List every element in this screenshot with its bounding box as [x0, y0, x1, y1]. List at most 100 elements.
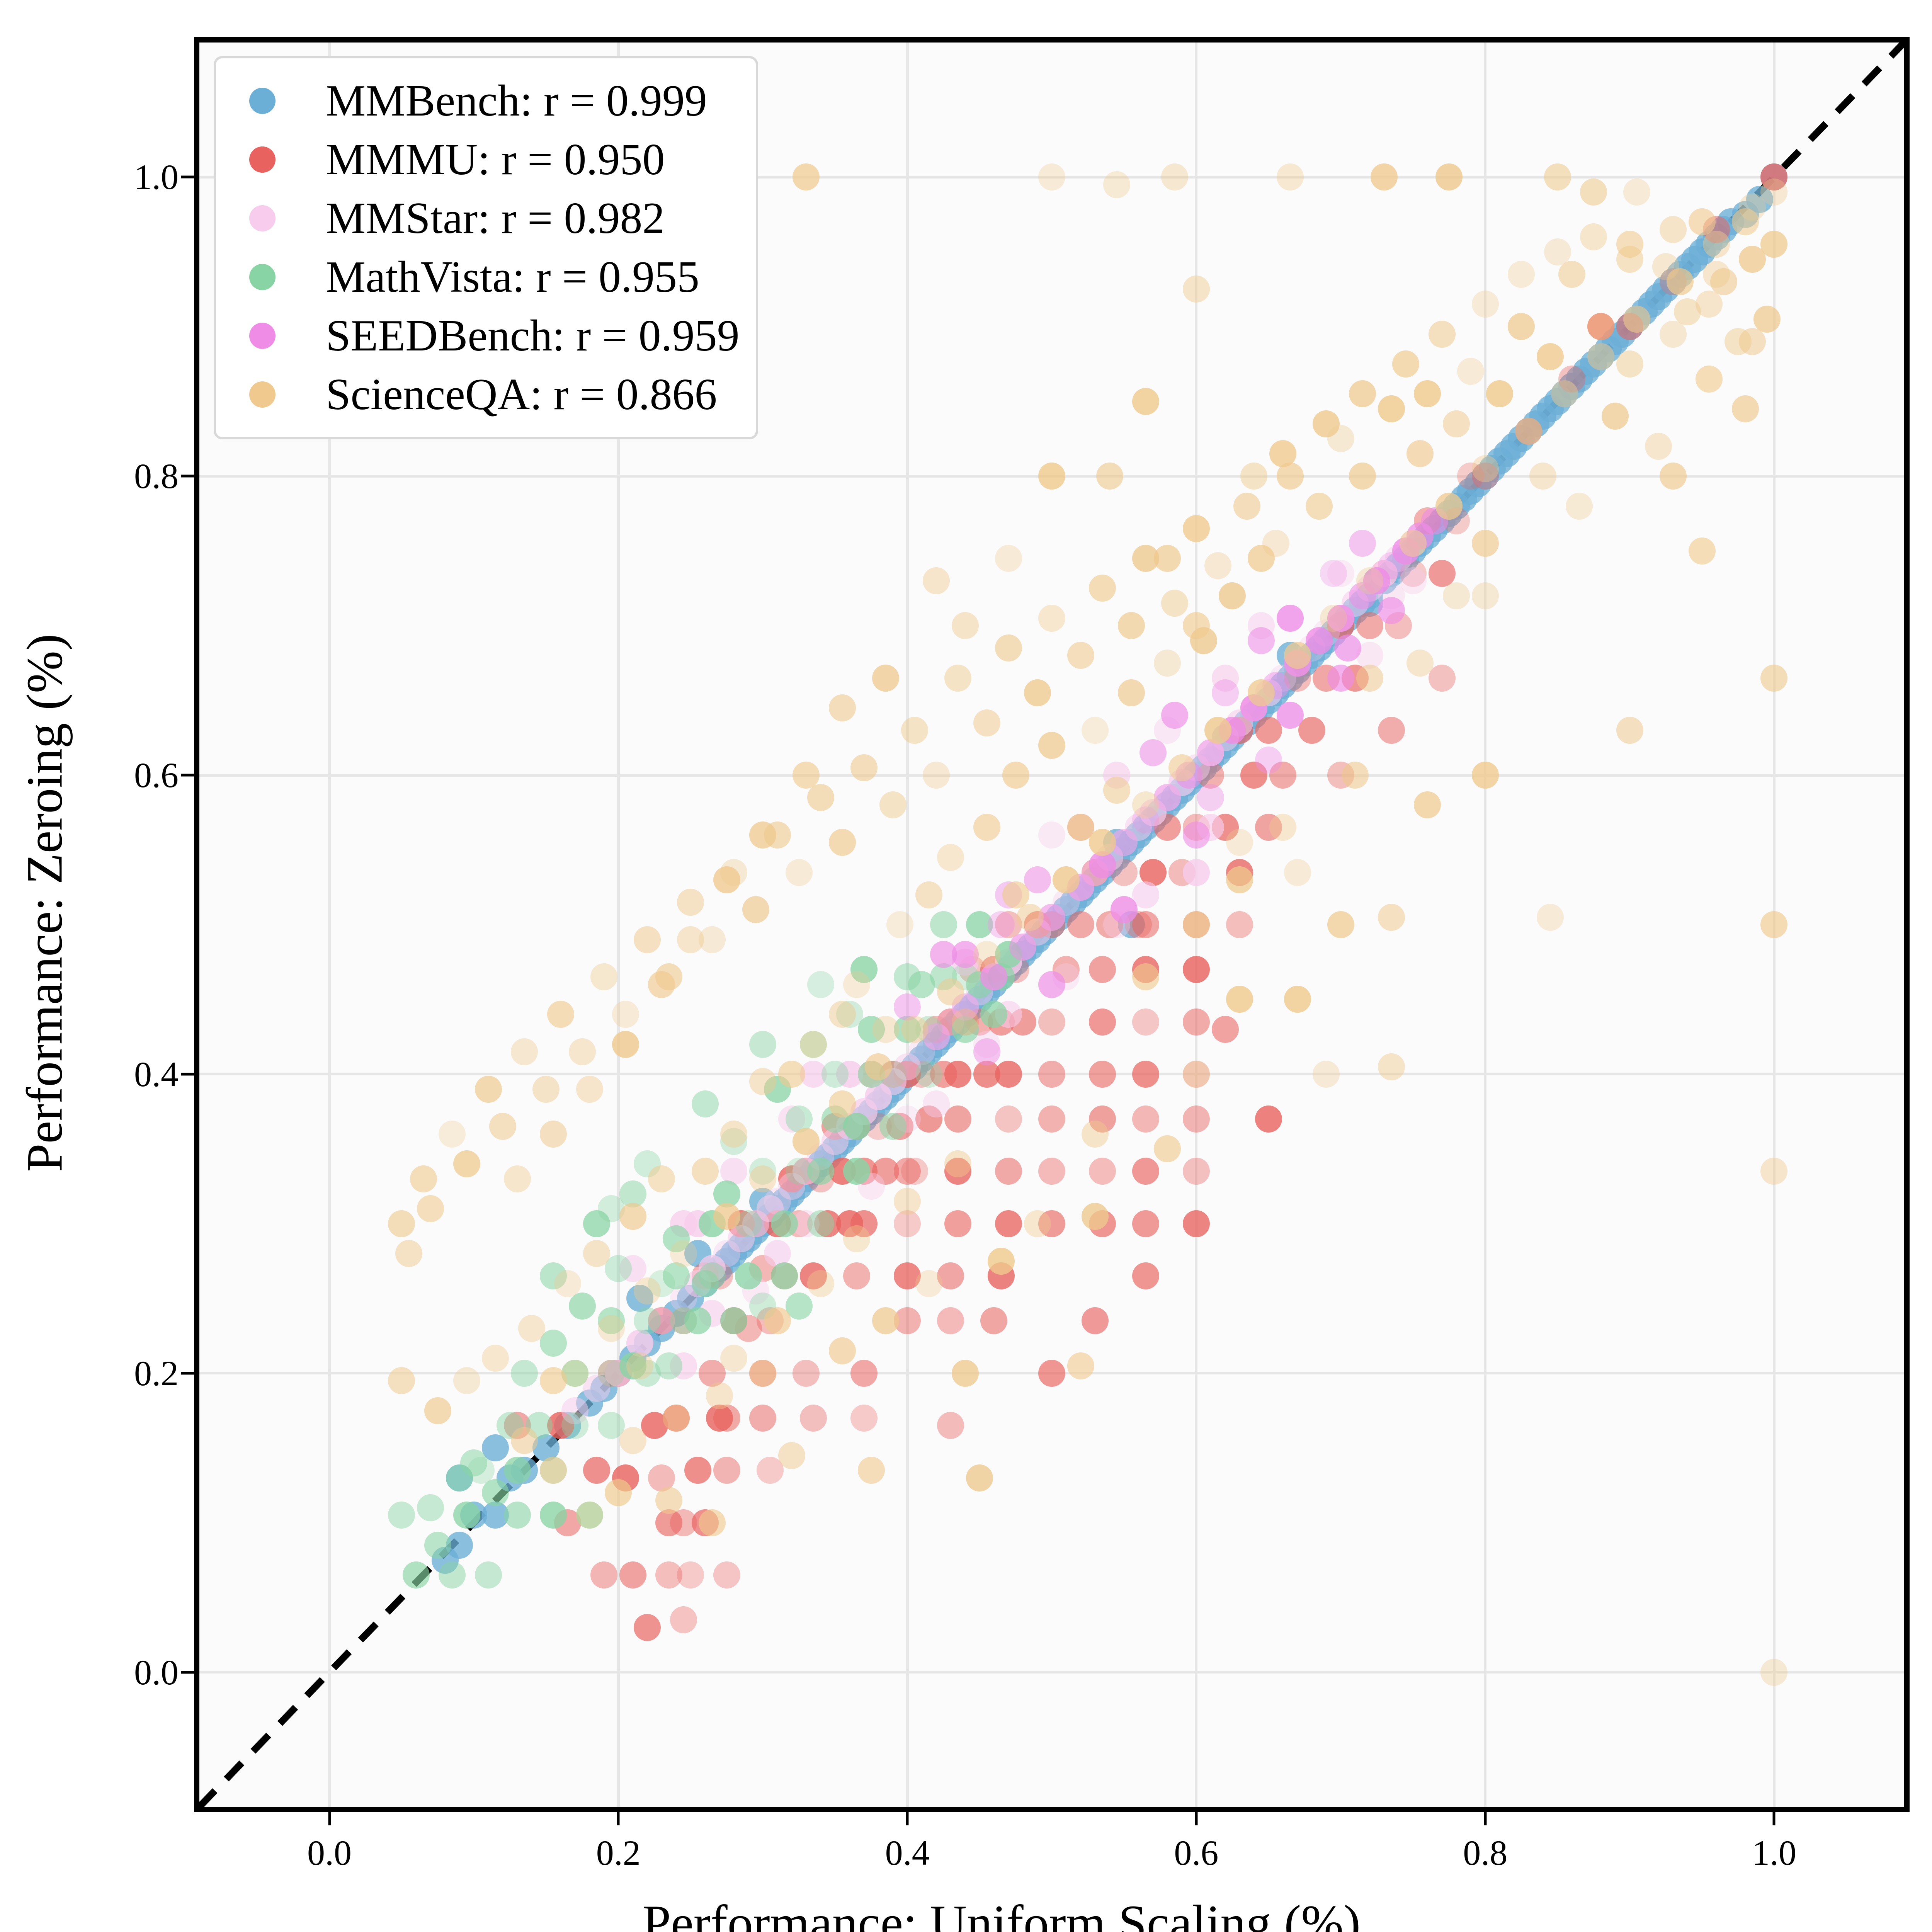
legend-item-5[interactable]: ScienceQA: r = 0.866: [229, 365, 740, 424]
scatter-point-mathvista: [503, 1457, 531, 1484]
scatter-point-scienceqa: [1356, 664, 1383, 692]
scatter-point-seedbench: [1182, 821, 1210, 849]
legend-item-4[interactable]: SEEDBench: r = 0.959: [229, 306, 740, 365]
scatter-point-scienceqa: [843, 971, 871, 998]
scatter-point-scienceqa: [1406, 649, 1434, 677]
scatter-point-scienceqa: [1508, 260, 1535, 288]
scatter-point-scienceqa: [1154, 649, 1181, 677]
scatter-point-scienceqa: [742, 896, 769, 923]
scatter-point-scienceqa: [886, 911, 914, 938]
x-tick-label: 0.6: [1174, 1833, 1219, 1872]
x-tick-label: 0.0: [307, 1833, 352, 1872]
scatter-point-scienceqa: [439, 1120, 466, 1148]
scatter-point-scienceqa: [1471, 582, 1499, 609]
x-tick-mark: [906, 1812, 909, 1825]
y-tick-mark: [181, 774, 194, 777]
scatter-point-seedbench: [1305, 627, 1333, 654]
scatter-point-scienceqa: [1342, 762, 1369, 789]
scatter-point-scienceqa: [1580, 223, 1607, 251]
scatter-point-scienceqa: [1645, 432, 1672, 460]
plot-area: [194, 37, 1910, 1812]
scatter-point-scienceqa: [1515, 418, 1542, 445]
scatter-point-mmmu: [1471, 463, 1499, 490]
scatter-point-seedbench: [1110, 896, 1138, 923]
scatter-point-scienceqa: [1182, 911, 1210, 938]
scatter-point-scienceqa: [951, 1359, 979, 1387]
y-tick-label: 0.2: [134, 1353, 179, 1393]
scatter-point-scienceqa: [1038, 463, 1065, 490]
x-tick-label: 0.2: [596, 1833, 641, 1872]
legend-item-1[interactable]: MMMU: r = 0.950: [229, 130, 740, 189]
scatter-point-mmmu: [1378, 716, 1405, 744]
scatter-point-scienceqa: [1753, 305, 1781, 333]
scatter-point-scienceqa: [424, 1397, 451, 1424]
scatter-point-scienceqa: [388, 1210, 415, 1237]
scatter-point-scienceqa: [1536, 343, 1564, 370]
scatter-point-mathvista: [749, 1031, 777, 1058]
scatter-point-scienceqa: [966, 1464, 993, 1492]
scatter-point-scienceqa: [1486, 380, 1514, 408]
scatter-point-scienceqa: [1096, 463, 1123, 490]
scatter-point-mmmu: [995, 1158, 1022, 1185]
scatter-point-scienceqa: [540, 1120, 567, 1148]
scatter-point-mmmu: [793, 1359, 820, 1387]
scatter-point-mmmu: [684, 1457, 711, 1484]
scatter-point-scienceqa: [713, 866, 740, 893]
scatter-point-scienceqa: [1435, 492, 1463, 520]
legend-marker-icon: [249, 205, 276, 231]
gridline-horizontal: [199, 1671, 1904, 1674]
scatter-point-scienceqa: [1442, 410, 1470, 437]
legend-item-2[interactable]: MMStar: r = 0.982: [229, 189, 740, 248]
scatter-point-scienceqa: [1248, 679, 1275, 707]
scatter-point-seedbench: [1320, 560, 1347, 587]
scatter-point-scienceqa: [1067, 1352, 1094, 1379]
scatter-point-scienceqa: [1471, 455, 1499, 482]
scatter-point-scienceqa: [1399, 530, 1427, 557]
scatter-point-mmmu: [850, 1404, 878, 1432]
scatter-point-mathvista: [843, 1113, 871, 1140]
scatter-point-scienceqa: [1002, 881, 1029, 908]
scatter-point-mmmu: [1082, 1307, 1109, 1335]
scatter-point-scienceqa: [1313, 1060, 1340, 1088]
scatter-point-scienceqa: [778, 1060, 805, 1088]
scatter-point-scienceqa: [482, 1345, 509, 1372]
scatter-point-scienceqa: [865, 1053, 892, 1080]
scatter-point-seedbench: [1139, 739, 1167, 766]
scatter-point-mathvista: [568, 1292, 596, 1320]
legend-item-0[interactable]: MMBench: r = 0.999: [229, 71, 740, 130]
y-tick-mark: [181, 1372, 194, 1375]
scatter-point-scienceqa: [1471, 762, 1499, 789]
scatter-point-scienceqa: [1226, 829, 1253, 856]
scatter-point-mathvista: [735, 1262, 762, 1290]
scatter-point-mmmu: [894, 1262, 921, 1290]
legend-item-3[interactable]: MathVista: r = 0.955: [229, 248, 740, 306]
scatter-point-scienceqa: [1038, 731, 1065, 759]
scatter-point-scienceqa: [1674, 298, 1701, 325]
scatter-point-mathvista: [771, 1262, 798, 1290]
scatter-point-scienceqa: [1284, 986, 1311, 1013]
scatter-point-scienceqa: [1038, 604, 1065, 632]
legend-marker-icon: [249, 88, 276, 114]
scatter-point-mmmu: [944, 1105, 971, 1133]
scatter-point-seedbench: [1038, 971, 1065, 998]
scatter-point-scienceqa: [793, 1128, 820, 1155]
scatter-point-scienceqa: [1204, 552, 1231, 580]
scatter-point-mmstar: [670, 1352, 697, 1379]
scatter-point-mmmu: [1088, 1158, 1116, 1185]
scatter-point-mmstar: [561, 1397, 589, 1424]
scatter-point-seedbench: [1378, 597, 1405, 624]
scatter-point-scienceqa: [453, 1150, 480, 1178]
scatter-point-mathvista: [402, 1561, 430, 1589]
scatter-point-scienceqa: [1154, 1135, 1181, 1163]
scatter-point-mmstar: [1182, 859, 1210, 886]
scatter-point-mathvista: [417, 1494, 444, 1522]
legend: MMBench: r = 0.999 MMMU: r = 0.950 MMStar:…: [214, 56, 758, 439]
scatter-point-scienceqa: [1305, 492, 1333, 520]
scatter-point-seedbench: [1024, 866, 1051, 893]
scatter-point-seedbench: [1334, 634, 1362, 662]
scatter-point-scienceqa: [1002, 762, 1029, 789]
scatter-point-scienceqa: [1529, 463, 1557, 490]
scatter-point-mmmu: [655, 1561, 683, 1589]
scatter-point-scienceqa: [872, 1307, 900, 1335]
scatter-point-mmmu: [583, 1457, 611, 1484]
